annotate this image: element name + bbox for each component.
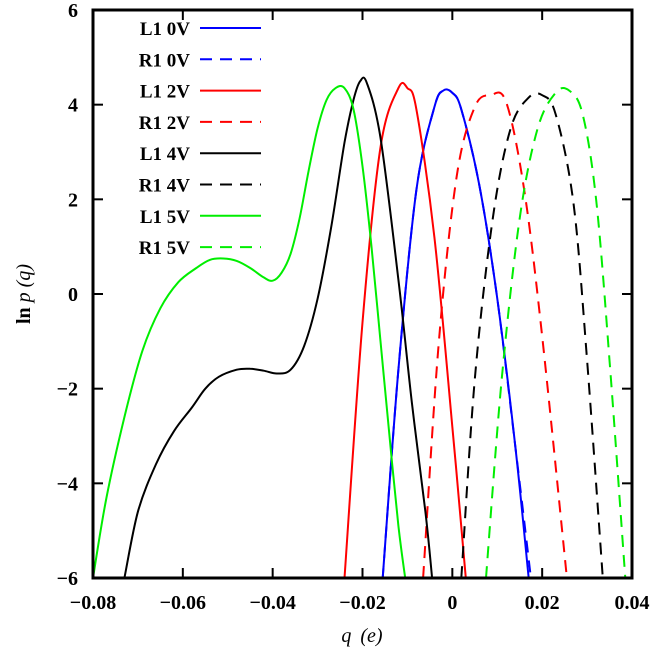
legend: L1 0V R1 0V L1 2V R1 2V L1 4V R1 4V L1 5V R1 5V (139, 19, 261, 259)
legend-label: L1 5V (140, 207, 190, 228)
legend-entry: R1 2V (139, 113, 261, 134)
y-tick-label: 4 (68, 95, 78, 117)
x-axis-title: q (e) (341, 625, 383, 647)
x-tick-label: −0.06 (160, 592, 206, 614)
legend-label: R1 4V (139, 176, 190, 197)
y-axis-title: ln p (q) (13, 264, 35, 324)
series-layer (92, 76, 627, 579)
legend-entry: R1 0V (139, 50, 261, 71)
y-axis-title-prefix: ln (13, 302, 35, 324)
series-line-r1-0v (381, 88, 532, 579)
legend-entry: L1 0V (140, 19, 261, 40)
series-line-l1-5v (92, 85, 407, 579)
series-line-r1-5v (485, 86, 627, 579)
legend-label: L1 2V (140, 82, 190, 103)
legend-label: L1 4V (140, 144, 190, 165)
x-tick-label: −0.08 (70, 592, 116, 614)
x-tick-label: −0.02 (339, 592, 385, 614)
x-axis-title-unit: (e) (360, 625, 383, 647)
x-tick-label: 0 (447, 592, 457, 614)
y-tick-label: 6 (68, 0, 78, 22)
y-tick-label: −6 (57, 568, 78, 590)
x-tick-label: 0.02 (525, 592, 560, 614)
x-axis-title-main: q (341, 625, 351, 647)
y-tick-label: −2 (57, 379, 78, 401)
legend-label: R1 2V (139, 113, 190, 134)
legend-entry: R1 5V (139, 238, 261, 259)
legend-entry: L1 2V (140, 82, 261, 103)
y-tick-label: 2 (68, 189, 78, 211)
series-line-l1-4v (123, 76, 434, 579)
series-line-l1-2v (343, 81, 467, 579)
ticks-layer: −0.08 −0.06 −0.04 −0.02 0 0.02 0.04 −6 −4 −2 0 2 4 6 (57, 0, 650, 614)
legend-entry: L1 5V (140, 207, 261, 228)
y-tick-label: 0 (68, 284, 78, 306)
legend-entry: L1 4V (140, 144, 261, 165)
x-tick-label: −0.04 (249, 592, 295, 614)
legend-label: L1 0V (140, 19, 190, 40)
series-line-r1-4v (460, 92, 604, 579)
legend-label: R1 0V (139, 50, 190, 71)
x-tick-label: 0.04 (615, 592, 650, 614)
legend-entry: R1 4V (139, 176, 261, 197)
y-axis-title-arg: (q) (13, 264, 35, 288)
legend-label: R1 5V (139, 238, 190, 259)
y-axis-title-main: p (13, 292, 35, 304)
y-tick-label: −4 (57, 473, 78, 495)
